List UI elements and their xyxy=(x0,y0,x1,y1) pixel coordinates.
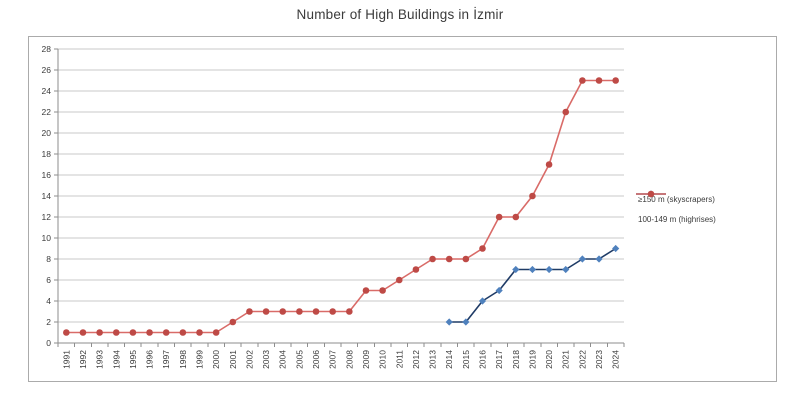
svg-text:0: 0 xyxy=(46,338,51,348)
svg-text:2005: 2005 xyxy=(294,350,304,369)
svg-text:2010: 2010 xyxy=(378,350,388,369)
svg-text:1993: 1993 xyxy=(95,350,105,369)
svg-text:2006: 2006 xyxy=(311,350,321,369)
svg-text:2014: 2014 xyxy=(444,350,454,369)
svg-text:22: 22 xyxy=(42,107,52,117)
svg-text:26: 26 xyxy=(42,65,52,75)
svg-text:14: 14 xyxy=(42,191,52,201)
svg-text:1999: 1999 xyxy=(195,350,205,369)
svg-text:2000: 2000 xyxy=(211,350,221,369)
svg-text:2018: 2018 xyxy=(511,350,521,369)
svg-text:2001: 2001 xyxy=(228,350,238,369)
svg-text:2017: 2017 xyxy=(494,350,504,369)
svg-text:1991: 1991 xyxy=(61,350,71,369)
legend-label-highrises: 100-149 m (highrises) xyxy=(638,214,716,224)
legend-marker-highrises-icon xyxy=(636,190,666,198)
svg-text:2021: 2021 xyxy=(561,350,571,369)
svg-text:2023: 2023 xyxy=(594,350,604,369)
svg-text:1996: 1996 xyxy=(145,350,155,369)
legend: ≥150 m (skyscrapers) 100-149 m (highrise… xyxy=(635,189,775,229)
svg-text:2004: 2004 xyxy=(278,350,288,369)
svg-text:10: 10 xyxy=(42,233,52,243)
svg-text:2016: 2016 xyxy=(478,350,488,369)
svg-text:2008: 2008 xyxy=(344,350,354,369)
svg-text:6: 6 xyxy=(46,275,51,285)
svg-text:8: 8 xyxy=(46,254,51,264)
svg-text:2019: 2019 xyxy=(527,350,537,369)
svg-text:1992: 1992 xyxy=(78,350,88,369)
svg-text:12: 12 xyxy=(42,212,52,222)
svg-text:20: 20 xyxy=(42,128,52,138)
svg-text:28: 28 xyxy=(42,44,52,54)
svg-text:2003: 2003 xyxy=(261,350,271,369)
svg-text:1998: 1998 xyxy=(178,350,188,369)
svg-text:4: 4 xyxy=(46,296,51,306)
svg-text:1997: 1997 xyxy=(161,350,171,369)
svg-text:2013: 2013 xyxy=(428,350,438,369)
chart-title: Number of High Buildings in İzmir xyxy=(296,7,504,22)
svg-text:2011: 2011 xyxy=(394,350,404,369)
svg-text:2: 2 xyxy=(46,317,51,327)
svg-text:2007: 2007 xyxy=(328,350,338,369)
svg-text:1995: 1995 xyxy=(128,350,138,369)
svg-text:24: 24 xyxy=(42,86,52,96)
svg-text:2015: 2015 xyxy=(461,350,471,369)
svg-text:2022: 2022 xyxy=(577,350,587,369)
svg-text:2009: 2009 xyxy=(361,350,371,369)
plot-area: 0 2 4 6 8 10 12 14 16 18 20 22 24 26 28 1991 1992 1993 199… xyxy=(28,36,777,382)
svg-text:2002: 2002 xyxy=(244,350,254,369)
svg-text:16: 16 xyxy=(42,170,52,180)
legend-label-skyscrapers: ≥150 m (skyscrapers) xyxy=(638,194,715,204)
svg-text:18: 18 xyxy=(42,149,52,159)
legend-item-highrises: 100-149 m (highrises) xyxy=(635,190,775,229)
svg-text:2020: 2020 xyxy=(544,350,554,369)
svg-text:2024: 2024 xyxy=(611,350,621,369)
svg-text:2012: 2012 xyxy=(411,350,421,369)
svg-text:1994: 1994 xyxy=(111,350,121,369)
